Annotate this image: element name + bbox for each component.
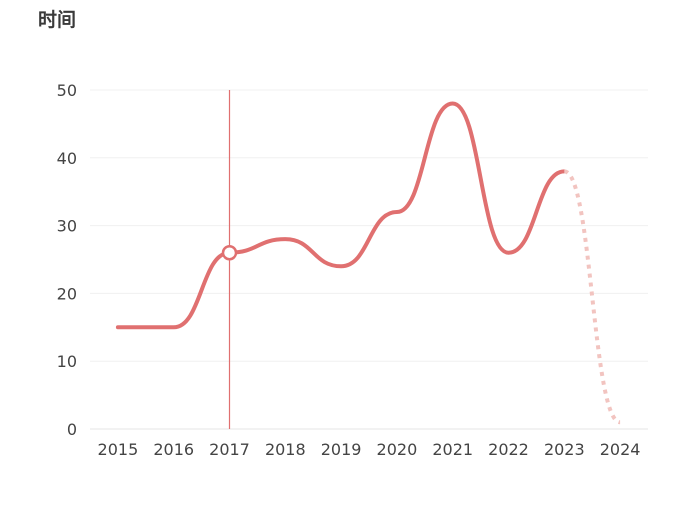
- y-tick-label: 40: [57, 149, 77, 168]
- x-tick-label: 2023: [544, 440, 585, 459]
- data-point-2021[interactable]: [450, 101, 456, 107]
- x-tick-label: 2021: [432, 440, 473, 459]
- data-point-2019[interactable]: [338, 263, 344, 269]
- y-tick-label: 10: [57, 352, 77, 371]
- highlight-point[interactable]: [221, 244, 238, 261]
- chart-title: 时间: [38, 9, 77, 31]
- x-tick-label: 2018: [265, 440, 306, 459]
- y-tick-label: 0: [67, 420, 77, 439]
- x-tick-label: 2015: [98, 440, 139, 459]
- x-tick-label: 2024: [600, 440, 641, 459]
- y-tick-label: 50: [57, 81, 77, 100]
- x-tick-label: 2020: [377, 440, 418, 459]
- x-tick-label: 2019: [321, 440, 362, 459]
- data-point-2022[interactable]: [506, 250, 512, 256]
- x-tick-label: 2017: [209, 440, 250, 459]
- axis-layer: 0 10 20 30 40 50 2015 2016 2017 2018 2019 2020 2021 2…: [57, 81, 641, 459]
- series-layer: [115, 101, 623, 425]
- y-tick-label: 20: [57, 284, 77, 303]
- data-point-2018[interactable]: [282, 236, 288, 242]
- data-point-2016[interactable]: [171, 324, 177, 330]
- series-line: [115, 101, 567, 330]
- data-point-2024[interactable]: [617, 419, 623, 425]
- series-forecast-line: [563, 169, 621, 425]
- data-point-2023[interactable]: [561, 168, 567, 174]
- x-tick-label: 2022: [488, 440, 529, 459]
- x-tick-label: 2016: [153, 440, 194, 459]
- data-point-2020[interactable]: [394, 209, 400, 215]
- grid-layer: [90, 89, 648, 430]
- y-tick-label: 30: [57, 217, 77, 236]
- highlight-layer: [221, 90, 238, 429]
- data-point-2015[interactable]: [115, 324, 121, 330]
